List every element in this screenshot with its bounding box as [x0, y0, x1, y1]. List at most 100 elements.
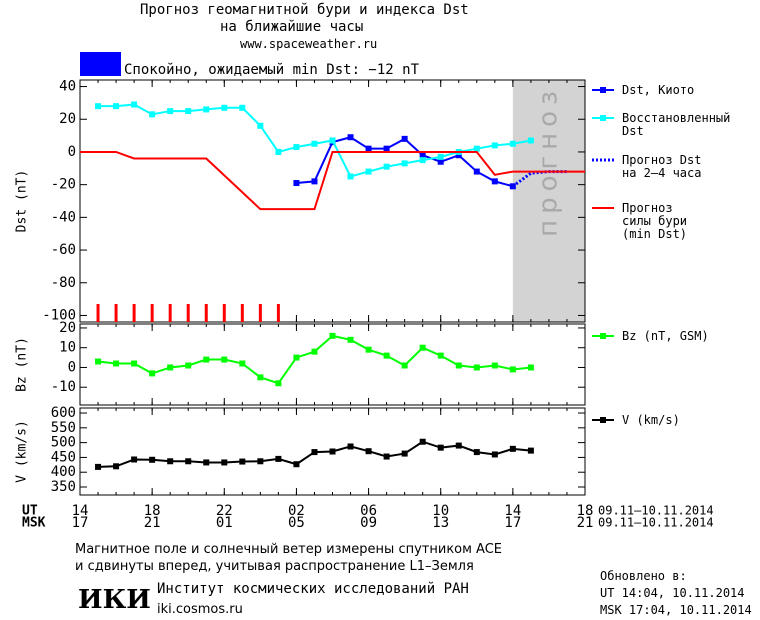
point: [491, 362, 498, 369]
plot-frame: [79, 79, 586, 323]
point: [311, 140, 318, 147]
point: [311, 348, 318, 355]
point: [365, 145, 372, 152]
legend-entry: Прогноз Dst на 2–4 часа: [622, 153, 702, 180]
point: [383, 453, 390, 460]
x-tick-label: 13: [432, 515, 449, 531]
point: [257, 458, 264, 465]
x-tick-label: 21: [577, 515, 594, 531]
point: [203, 356, 210, 363]
point: [95, 463, 102, 470]
point: [383, 163, 390, 170]
point: [527, 364, 534, 371]
updated-ut: UT 14:04, 10.11.2014: [600, 586, 745, 600]
point: [491, 142, 498, 149]
title: Прогноз геомагнитной бури и индекса Dst: [140, 2, 469, 18]
point: [419, 157, 426, 164]
x-tick-label: 02: [288, 503, 305, 519]
legend-swatch: [600, 417, 606, 423]
status-box: [80, 52, 121, 76]
point: [275, 148, 282, 155]
x-tick-label: 21: [144, 515, 161, 531]
point: [347, 443, 354, 450]
legend-entry: Прогноз силы бури (min Dst): [622, 201, 688, 241]
point: [527, 447, 534, 454]
point: [293, 461, 300, 468]
y-axis-label: Dst (nT): [15, 170, 30, 233]
point: [437, 352, 444, 359]
point: [455, 152, 462, 159]
updated: Обновлено в:: [600, 569, 687, 583]
point: [203, 106, 210, 113]
point: [491, 178, 498, 185]
point: [437, 153, 444, 160]
y-tick-label: 500: [51, 435, 76, 451]
point: [149, 456, 156, 463]
point: [491, 451, 498, 458]
x-date-label: 09.11–10.11.2014: [598, 504, 714, 518]
institute: Институт космических исследований РАН: [157, 581, 469, 597]
x-tick-label: 18: [144, 503, 161, 519]
point: [365, 346, 372, 353]
point: [419, 438, 426, 445]
y-axis-label: V (km/s): [15, 420, 30, 483]
series-line: [97, 334, 532, 385]
point: [455, 362, 462, 369]
point: [239, 458, 246, 465]
note: и сдвинуты вперед, учитывая распростране…: [75, 559, 474, 574]
point: [95, 103, 102, 110]
y-tick-label: 10: [59, 340, 76, 356]
point: [365, 168, 372, 175]
point: [311, 449, 318, 456]
x-tick-label: 14: [72, 503, 89, 519]
point: [347, 336, 354, 343]
point: [149, 111, 156, 118]
point: [167, 458, 174, 465]
point: [311, 178, 318, 185]
x-tick-label: 05: [288, 515, 305, 531]
y-tick-label: 20: [59, 320, 76, 336]
point: [293, 180, 300, 187]
y-tick-label: 20: [59, 111, 76, 127]
series-line: [98, 103, 532, 178]
url: www.spaceweather.ru: [240, 37, 378, 51]
point: [455, 442, 462, 449]
point: [131, 456, 138, 463]
point: [383, 145, 390, 152]
point: [437, 444, 444, 451]
point: [473, 168, 480, 175]
y-tick-label: -100: [42, 307, 76, 323]
legend-entry: Dst, Киото: [622, 83, 695, 97]
point: [131, 360, 138, 367]
point: [329, 448, 336, 455]
point: [113, 360, 120, 367]
point: [131, 101, 138, 108]
point: [329, 137, 336, 144]
x-tick-label: 10: [432, 503, 449, 519]
y-tick-label: -10: [51, 379, 76, 395]
y-tick-label: 40: [59, 79, 76, 95]
y-axis-label: Bz (nT): [15, 337, 30, 392]
y-tick-label: 550: [51, 420, 76, 436]
x-tick-label: 06: [360, 503, 377, 519]
legend-entry: Восстановленный Dst: [622, 111, 731, 138]
point: [419, 344, 426, 351]
y-tick-label: 0: [68, 359, 76, 375]
forecast-region: [512, 80, 585, 322]
point: [509, 445, 516, 452]
y-tick-label: -40: [51, 209, 76, 225]
y-tick-label: 0: [68, 144, 76, 160]
point: [329, 332, 336, 339]
point: [221, 459, 228, 466]
y-tick-label: 400: [51, 464, 76, 480]
x-tick-label: 14: [504, 503, 521, 519]
y-tick-label: 600: [51, 405, 76, 421]
point: [293, 354, 300, 361]
point: [473, 449, 480, 456]
logo: ИКИ: [78, 585, 151, 615]
point: [383, 352, 390, 359]
site: iki.cosmos.ru: [157, 602, 243, 617]
point: [203, 459, 210, 466]
point: [437, 158, 444, 165]
